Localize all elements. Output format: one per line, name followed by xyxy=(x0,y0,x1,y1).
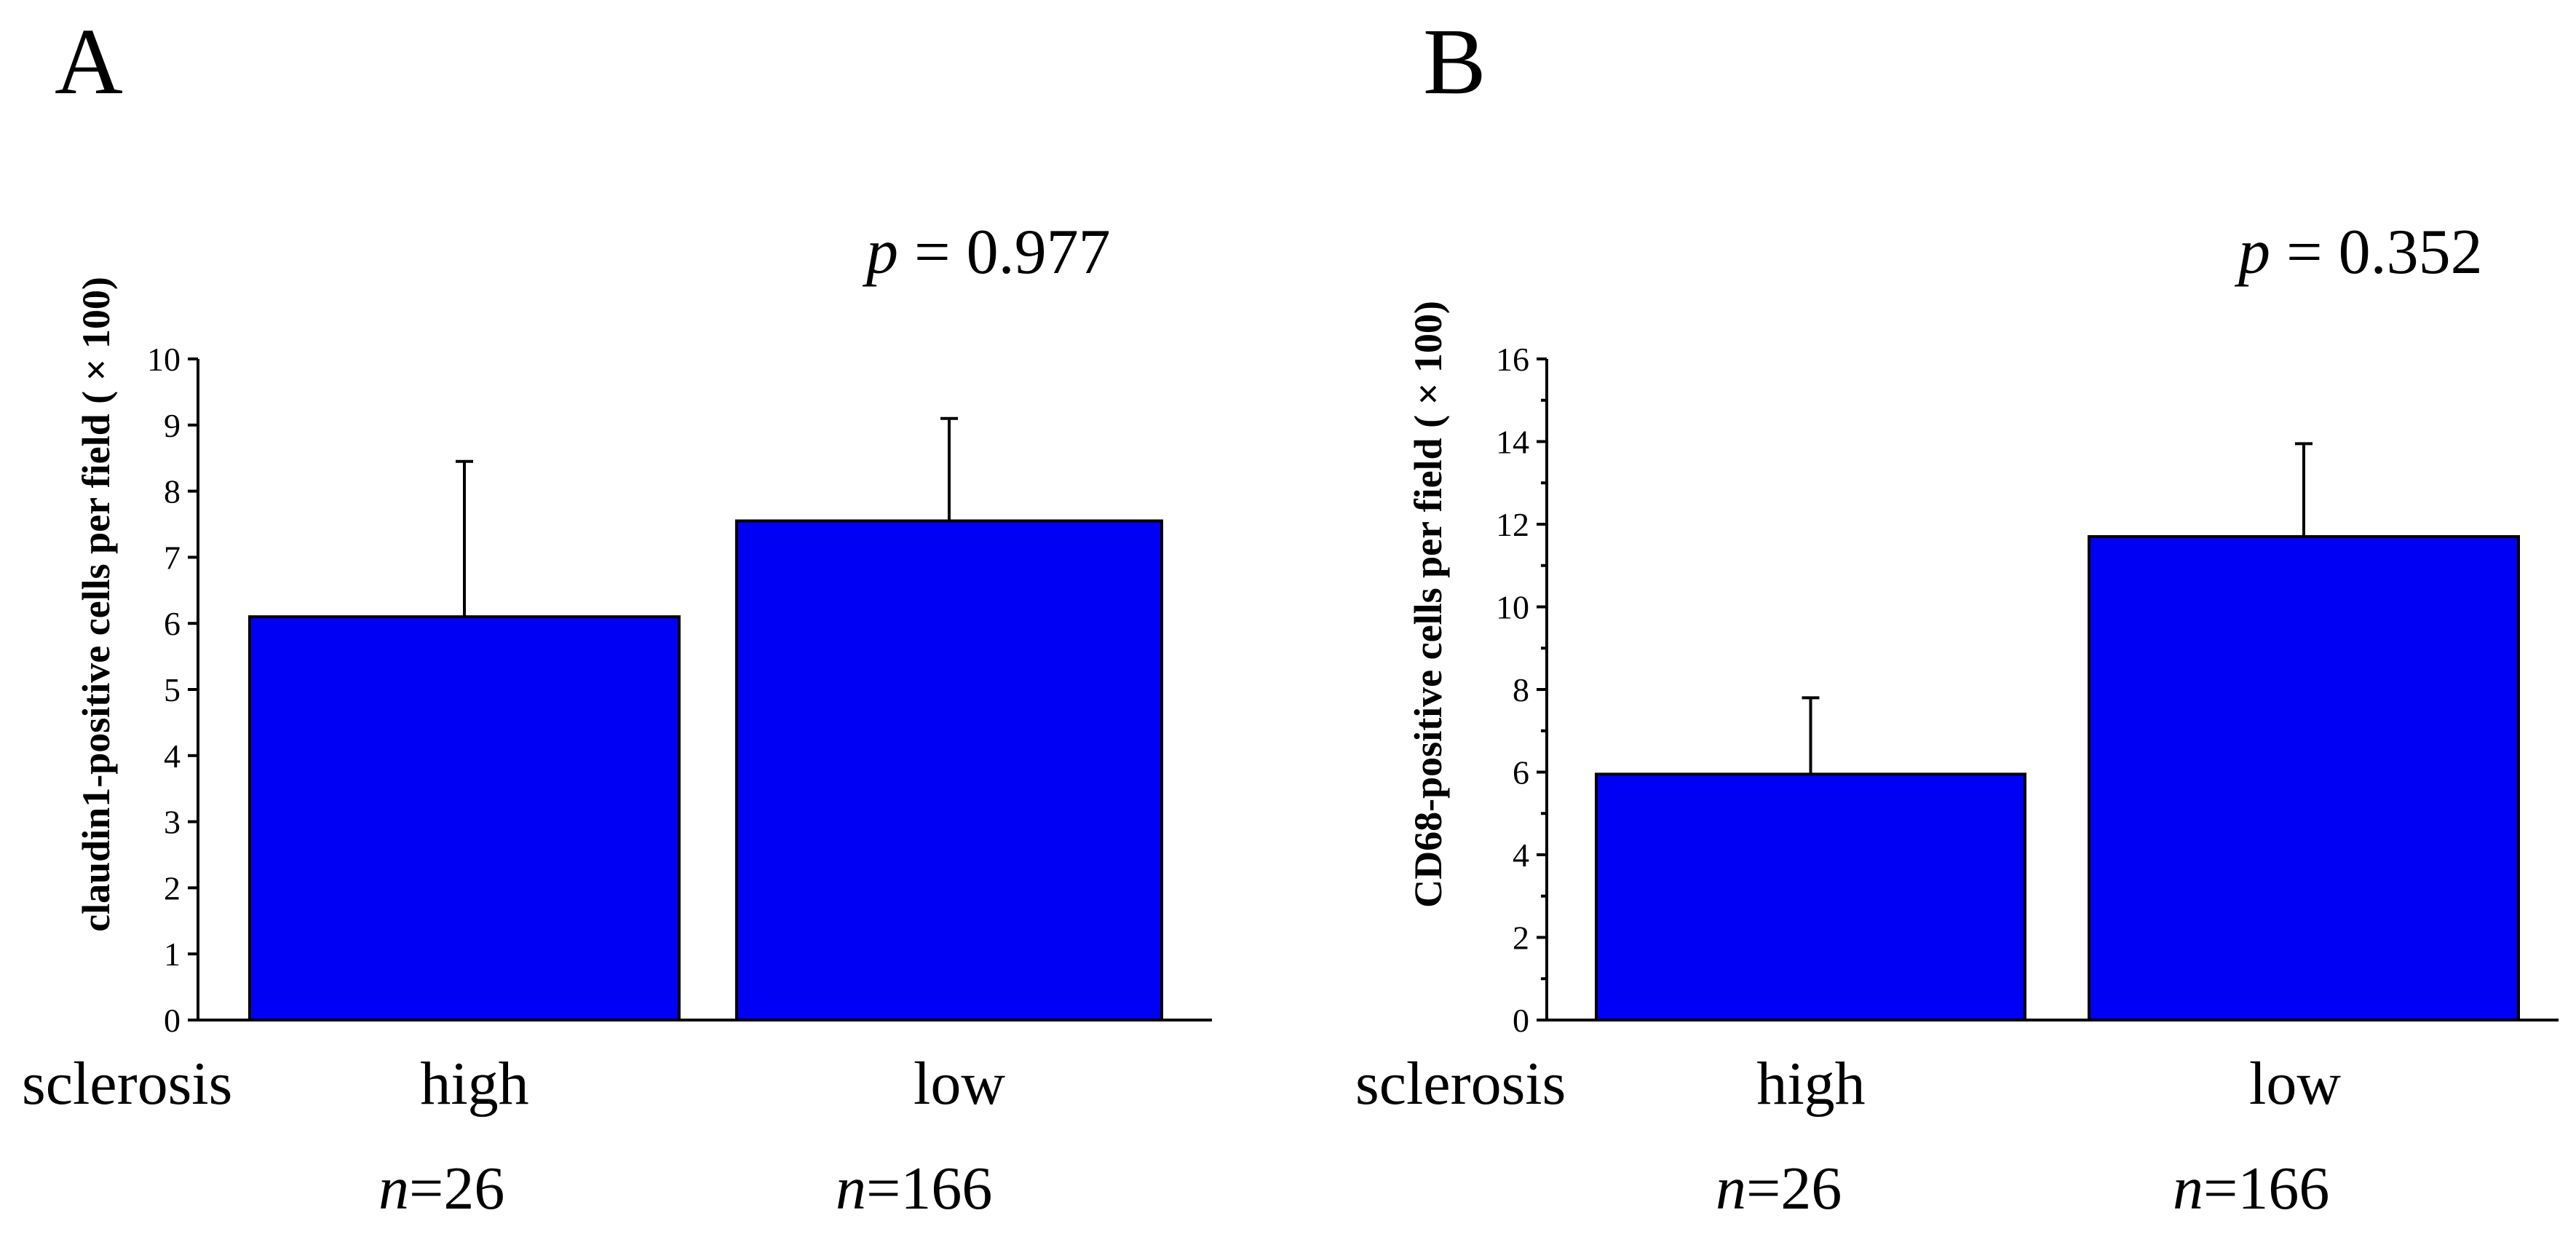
panel-a-tick-label: 8 xyxy=(164,473,181,510)
panel-b-n-high: n=26 xyxy=(1716,1155,1842,1222)
panel-a-tick-label: 6 xyxy=(164,605,181,642)
panel-a-tick-label: 0 xyxy=(164,1002,181,1039)
panel-b: B p = 0.352 CD68-positive cells per fiel… xyxy=(1355,9,2559,1222)
panel-a-bar-high xyxy=(248,615,681,1021)
panel-b-tick-label: 12 xyxy=(1496,506,1529,543)
panel-b-tick-label: 4 xyxy=(1513,837,1529,874)
panel-a-n-low-value: =166 xyxy=(866,1155,992,1222)
panel-b-tick-label: 14 xyxy=(1496,424,1529,461)
panel-a-p-symbol: p xyxy=(862,217,898,288)
panel-b-n-high-symbol: n xyxy=(1716,1155,1746,1222)
panel-b-error-bar-high xyxy=(1802,696,1820,775)
panel-a-group-label: sclerosis xyxy=(22,1050,232,1118)
panel-a-tick-label: 2 xyxy=(164,869,181,906)
panel-a-tick-label: 7 xyxy=(164,539,181,576)
panel-b-n-low-symbol: n xyxy=(2173,1155,2203,1222)
panel-a-p-value: p = 0.977 xyxy=(862,217,1111,288)
panel-b-p-value: p = 0.352 xyxy=(2234,217,2483,288)
panel-a-category-low: low xyxy=(914,1050,1005,1118)
panel-b-tick-label: 10 xyxy=(1496,589,1529,626)
panel-b-n-high-value: =26 xyxy=(1746,1155,1842,1222)
panel-b-n-low-value: =166 xyxy=(2203,1155,2329,1222)
panel-a-label: A xyxy=(55,9,123,114)
panel-a-y-ticks: 0 1 2 3 4 5 6 7 8 9 10 xyxy=(147,341,198,1039)
panel-b-p-symbol: p xyxy=(2234,217,2270,288)
panel-b-category-low: low xyxy=(2249,1050,2341,1118)
panel-b-tick-label: 16 xyxy=(1496,341,1529,378)
panel-b-bar-low xyxy=(2088,535,2520,1021)
panel-a-tick-label: 1 xyxy=(164,936,181,973)
panel-a-bar-low xyxy=(735,519,1163,1021)
panel-a-tick-label: 5 xyxy=(164,671,181,708)
panel-a-tick-label: 4 xyxy=(164,738,181,775)
panel-a-error-bar-high xyxy=(456,459,473,617)
panel-a-n-high: n=26 xyxy=(379,1155,504,1222)
panel-b-bar-high xyxy=(1595,772,2026,1022)
panel-a-n-high-value: =26 xyxy=(409,1155,504,1222)
panel-a-n-low: n=166 xyxy=(836,1155,992,1222)
panel-a-tick-label: 9 xyxy=(164,407,181,444)
panel-b-group-label: sclerosis xyxy=(1355,1050,1566,1118)
panel-b-label: B xyxy=(1423,9,1486,114)
panel-b-error-bar-low xyxy=(2295,442,2313,537)
panel-b-y-ticks: 0 2 4 6 8 10 12 14 16 xyxy=(1496,341,1547,1039)
panel-a-p-text: = 0.977 xyxy=(898,217,1111,288)
panel-a-n-low-symbol: n xyxy=(836,1155,866,1222)
panel-b-y-axis-label: CD68-positive cells per field ( × 100) xyxy=(1406,301,1450,908)
panel-b-tick-label: 2 xyxy=(1513,920,1529,957)
panel-a-tick-label: 10 xyxy=(147,341,181,378)
panel-b-p-text: = 0.352 xyxy=(2270,217,2483,288)
panel-b-category-high: high xyxy=(1756,1050,1865,1118)
panel-a-y-axis-label: claudin1-positive cells per field ( × 10… xyxy=(74,277,118,932)
panel-b-tick-label: 6 xyxy=(1513,754,1529,791)
panel-b-tick-label: 0 xyxy=(1513,1002,1529,1039)
panel-a-n-high-symbol: n xyxy=(379,1155,409,1222)
panel-a-tick-label: 3 xyxy=(164,804,181,841)
panel-a-error-bar-low xyxy=(940,416,958,521)
panel-a: A p = 0.977 claudin1-positive cells per … xyxy=(22,9,1212,1222)
panel-b-tick-label: 8 xyxy=(1513,671,1529,708)
panel-b-n-low: n=166 xyxy=(2173,1155,2329,1222)
panel-a-category-high: high xyxy=(420,1050,528,1118)
